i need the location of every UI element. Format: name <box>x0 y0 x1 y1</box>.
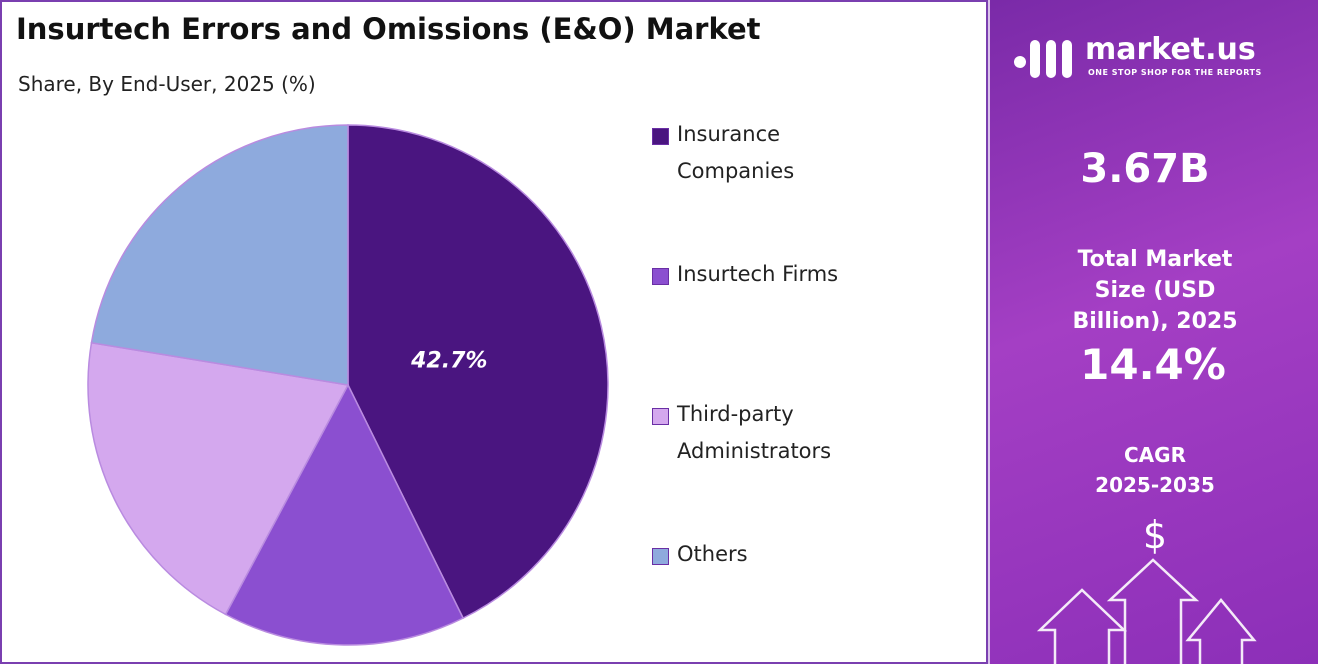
legend-swatch <box>652 548 669 565</box>
pie-slice <box>87 341 350 616</box>
tagline: ONE STOP SHOP FOR THE REPORTS <box>1088 68 1262 77</box>
legend-label: Others <box>677 542 748 566</box>
pie-slice <box>90 124 349 386</box>
logo-mark <box>1014 40 1072 78</box>
value-label: 42.7% <box>410 348 487 373</box>
legend-label: Insurtech Firms <box>677 262 839 286</box>
pie-chart: 42.7% <box>87 124 609 646</box>
pie-slice <box>347 124 609 620</box>
market-size-label: Total Market Size (USD Billion), 2025 <box>1072 247 1238 334</box>
market-size: 3.67B <box>1080 146 1210 192</box>
legend-label: Third-party Administrators <box>677 402 832 463</box>
cagr-label: CAGR 2025-2035 <box>1095 443 1215 497</box>
chart-panel: Insurtech Errors and Omissions (E&O) Mar… <box>0 0 988 664</box>
legend-item: Insurtech Firms <box>652 262 972 293</box>
cagr: 14.4% <box>1080 340 1226 389</box>
decoration: $ <box>1014 40 1257 664</box>
arrow-icons <box>1036 558 1257 664</box>
legend-item: Third-party Administrators <box>652 402 972 470</box>
pie-slice <box>224 383 465 646</box>
dollar-icon: $ <box>1143 513 1167 557</box>
legend-swatch <box>652 408 669 425</box>
legend-item: Insurance Companies <box>652 122 972 190</box>
chart-title: Insurtech Errors and Omissions (E&O) Mar… <box>16 12 761 46</box>
legend-label: Insurance Companies <box>677 122 795 183</box>
legend-swatch <box>652 128 669 145</box>
legend-item: Others <box>652 542 972 573</box>
chart-subtitle: Share, By End-User, 2025 (%) <box>18 72 316 96</box>
side-panel: $ market.us ONE STOP SHOP FOR THE REPORT… <box>988 0 1318 664</box>
legend-swatch <box>652 268 669 285</box>
brand: market.us <box>1085 32 1256 67</box>
